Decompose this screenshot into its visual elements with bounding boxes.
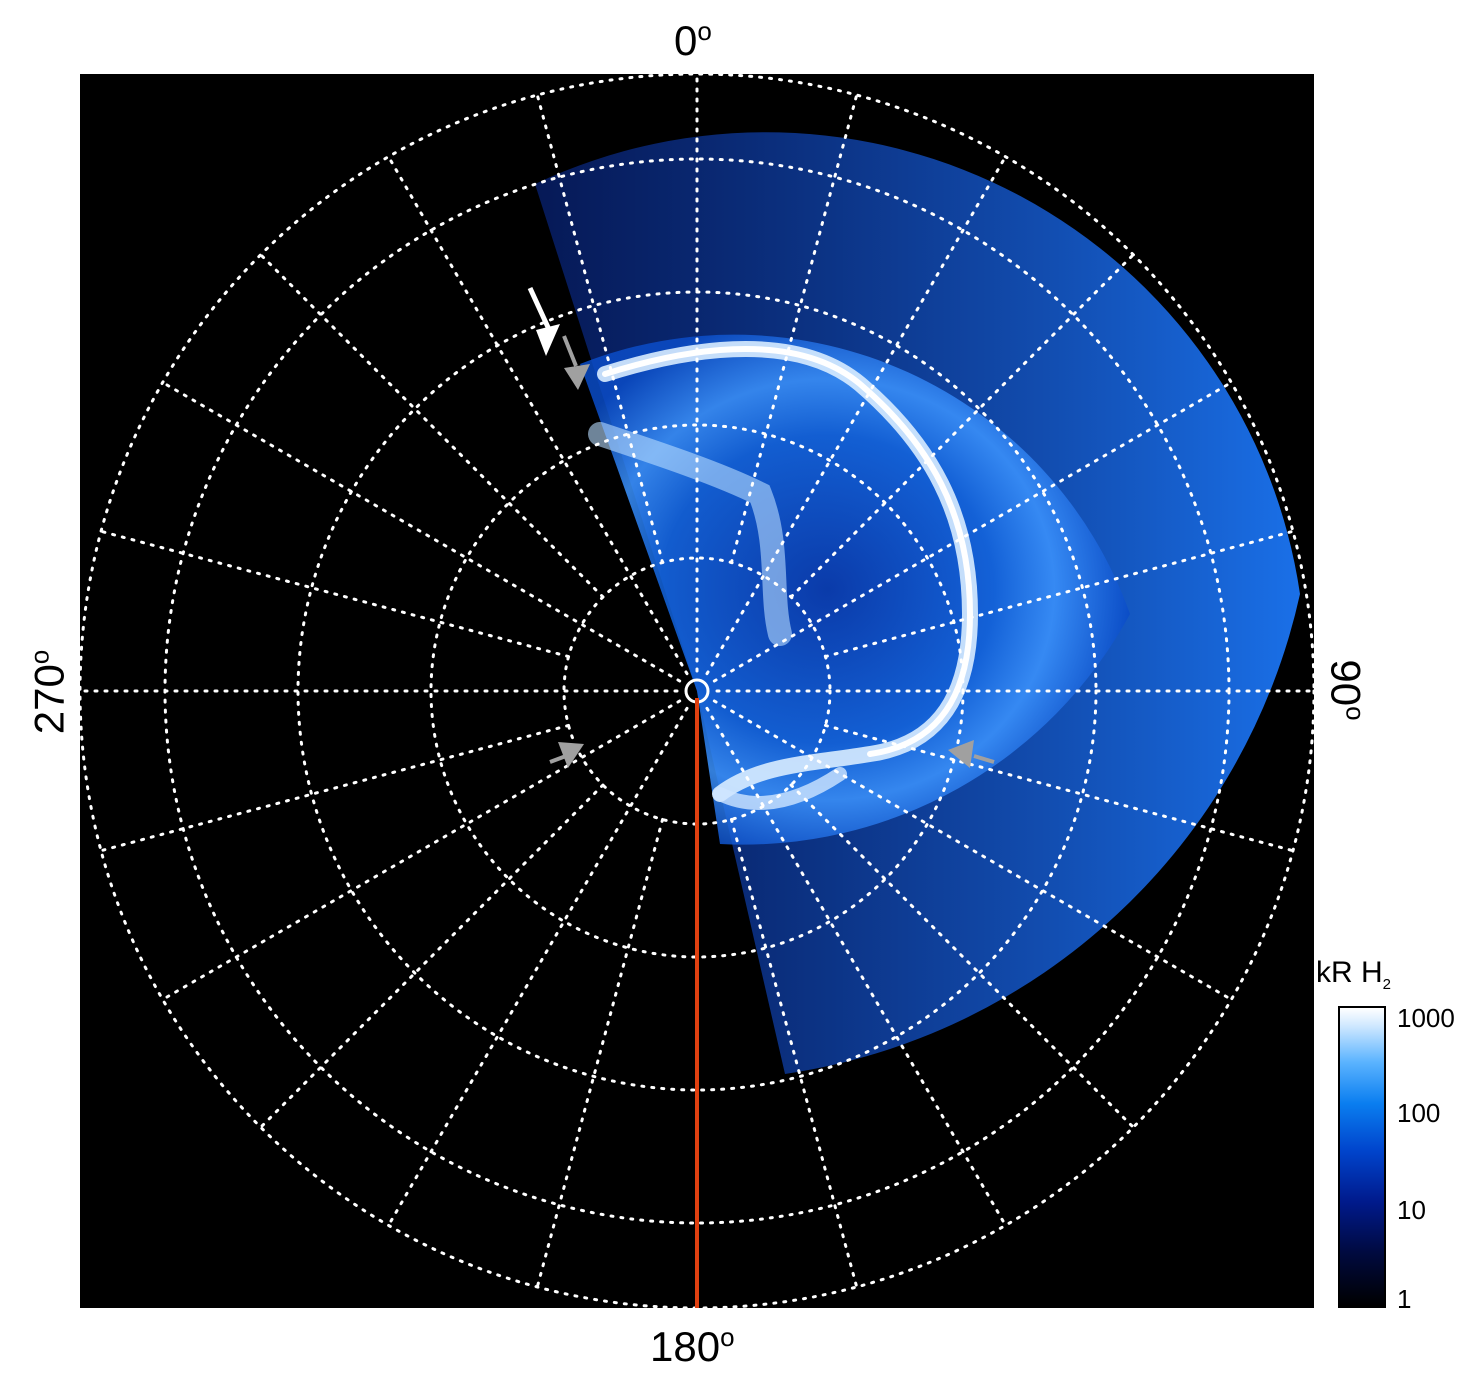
grid-spoke: [705, 155, 1007, 676]
colorbar-title: kR H2: [1316, 956, 1392, 993]
colorbar-tick-100: 100: [1397, 1098, 1441, 1128]
dusk-arc-emission: [713, 767, 847, 810]
grid-spoke: [705, 706, 1007, 1227]
colorbar-tick-1: 1: [1397, 1284, 1412, 1314]
arrow-gray-top-icon: [562, 335, 590, 390]
axis-label-0-deg: 0o: [674, 16, 712, 64]
axis-label-270-deg: 270o: [24, 649, 73, 735]
colorbar-tick-10: 10: [1397, 1195, 1426, 1225]
auroral-oval-bright-core: [602, 346, 974, 757]
grid-spoke: [535, 817, 665, 1289]
grid-spoke: [99, 723, 571, 853]
colorbar-tick-1000: 1000: [1397, 1003, 1455, 1033]
grid-spoke: [259, 783, 605, 1129]
arrow-white-icon: [527, 286, 560, 356]
dawn-arc-emission: [588, 422, 792, 646]
grid-spoke: [161, 381, 682, 683]
grid-spoke: [387, 155, 689, 676]
grid-spoke: [789, 253, 1135, 599]
observed-emission-inner: [580, 334, 1130, 845]
grid-spoke: [161, 699, 682, 1001]
grid-spoke: [259, 253, 605, 599]
grid-spoke: [729, 817, 859, 1289]
polar-grid: [80, 74, 1314, 1308]
grid-spoke: [712, 699, 1233, 1001]
arrow-gray-left-icon: [549, 742, 584, 768]
grid-spoke: [823, 529, 1295, 659]
axis-label-180-deg: 180o: [650, 1322, 735, 1370]
grid-spoke: [729, 93, 859, 565]
polar-auroral-map: [80, 74, 1314, 1308]
grid-spoke: [712, 381, 1233, 683]
grid-spoke: [535, 93, 665, 565]
arrow-gray-right-icon: [948, 740, 995, 768]
colorbar: [1338, 1006, 1386, 1308]
grid-spoke: [789, 783, 1135, 1129]
axis-label-90-deg: 90o: [1322, 659, 1371, 721]
grid-ring: [429, 423, 965, 959]
grid-spoke: [387, 706, 689, 1227]
grid-spoke: [823, 723, 1295, 853]
grid-spoke: [99, 529, 571, 659]
